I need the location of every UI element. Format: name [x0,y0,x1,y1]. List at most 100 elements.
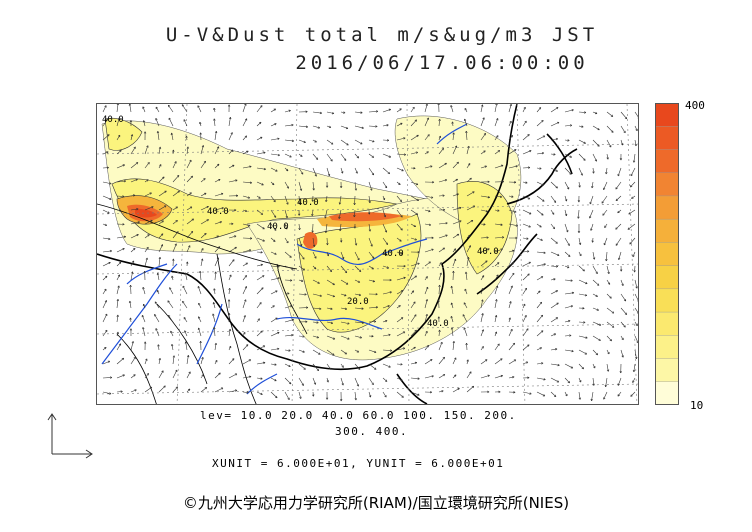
wind-arrow-head [466,359,469,362]
wind-arrow-head [145,257,148,260]
wind-arrow-head [123,179,127,183]
wind-arrow [578,349,587,355]
wind-arrow [550,348,558,351]
wind-arrow-head [617,173,620,177]
wind-arrow-head [619,269,623,272]
wind-arrow-head [525,361,529,364]
wind-arrow [464,118,468,127]
wind-arrow-head [175,220,178,223]
wind-arrow-head [313,382,317,385]
contour-label: 40.0 [477,247,499,257]
wind-arrow [634,111,638,118]
wind-arrow [312,125,320,129]
wind-arrow-head [385,253,388,256]
wind-arrow-head [441,147,444,151]
wind-arrow [354,153,359,159]
wind-arrow-head [146,179,149,182]
wind-arrow [536,223,542,228]
wind-arrow-head [450,105,453,108]
colorbar-swatch [655,195,679,220]
wind-arrow [256,152,266,155]
wind-arrow-head [486,236,489,239]
wind-arrow-head [515,224,518,227]
wind-arrow [129,300,132,309]
wind-arrow-head [176,175,180,178]
wind-arrow-head [356,384,360,387]
wind-arrow-head [570,279,573,282]
wind-arrow [130,389,137,393]
wind-arrow [116,299,119,309]
wind-arrow [603,181,608,190]
wind-arrow-head [594,159,597,162]
wind-arrow [631,195,636,199]
wind-arrow-head [557,121,560,125]
wind-arrow [480,223,486,225]
wind-arrow [494,315,497,323]
dust-field-east [246,115,522,361]
wind-arrow [172,369,178,379]
wind-arrow-head [500,374,503,378]
wind-arrow-head [216,257,220,260]
wind-arrow-head [248,249,252,252]
wind-arrow [228,274,232,281]
wind-arrow-head [603,242,606,246]
wind-arrow-head [529,212,532,215]
wind-arrow [130,374,136,379]
wind-arrow [256,345,266,351]
wind-arrow [592,307,599,311]
wind-arrow-head [540,276,544,279]
wind-arrow [368,110,378,113]
wind-arrow [382,167,390,175]
wind-arrow-head [175,369,178,373]
wind-arrow-head [175,386,179,389]
wind-arrow-head [555,137,559,141]
wind-arrow-head [325,185,329,188]
wind-arrow-head [569,124,573,127]
wind-arrow-head [539,301,543,305]
wind-arrow-head [370,188,373,191]
wind-arrow [185,341,188,351]
wind-arrow [312,293,322,297]
wind-arrow-head [167,300,170,303]
wind-arrow [578,293,588,296]
wind-arrow-head [611,311,615,314]
wind-arrow-head [206,219,209,222]
wind-arrow-head [146,246,149,250]
wind-arrow [578,181,581,188]
wind-arrow [171,132,174,141]
wind-arrow-head [416,198,419,201]
wind-arrow [228,179,238,183]
wind-arrow-head [119,209,122,212]
wind-arrow [424,195,434,199]
wind-arrow-head [291,267,294,270]
wind-arrow-head [512,342,516,346]
wind-arrow-head [592,171,595,174]
wind-arrow-head [357,257,360,261]
wind-arrow-head [567,187,570,190]
wind-arrow [550,363,560,366]
wind-arrow-head [632,369,636,373]
wind-arrow-head [400,363,403,366]
wind-arrow [615,181,622,190]
wind-arrow [494,150,500,155]
wind-arrow-head [413,346,416,350]
wind-arrow [242,181,252,184]
wind-arrow-head [106,118,109,121]
wind-arrow-head [151,206,154,209]
wind-arrow [606,279,611,285]
wind-arrow [550,107,559,113]
wind-arrow-head [414,119,417,122]
wind-arrow [592,349,598,356]
wind-arrow [284,292,290,295]
wind-arrow [284,363,291,367]
wind-arrow [256,223,265,230]
contour-labels: 40.0 40.0 40.0 40.0 40.0 20.0 40.0 40.0 [102,115,499,329]
wind-arrow [102,262,111,267]
wind-arrow [116,236,126,239]
wind-arrow-head [439,262,442,265]
wind-arrow [606,111,614,117]
wind-arrow [424,330,428,337]
wind-arrow [102,181,112,185]
wind-arrow-head [607,282,611,285]
wind-arrow [578,139,586,144]
